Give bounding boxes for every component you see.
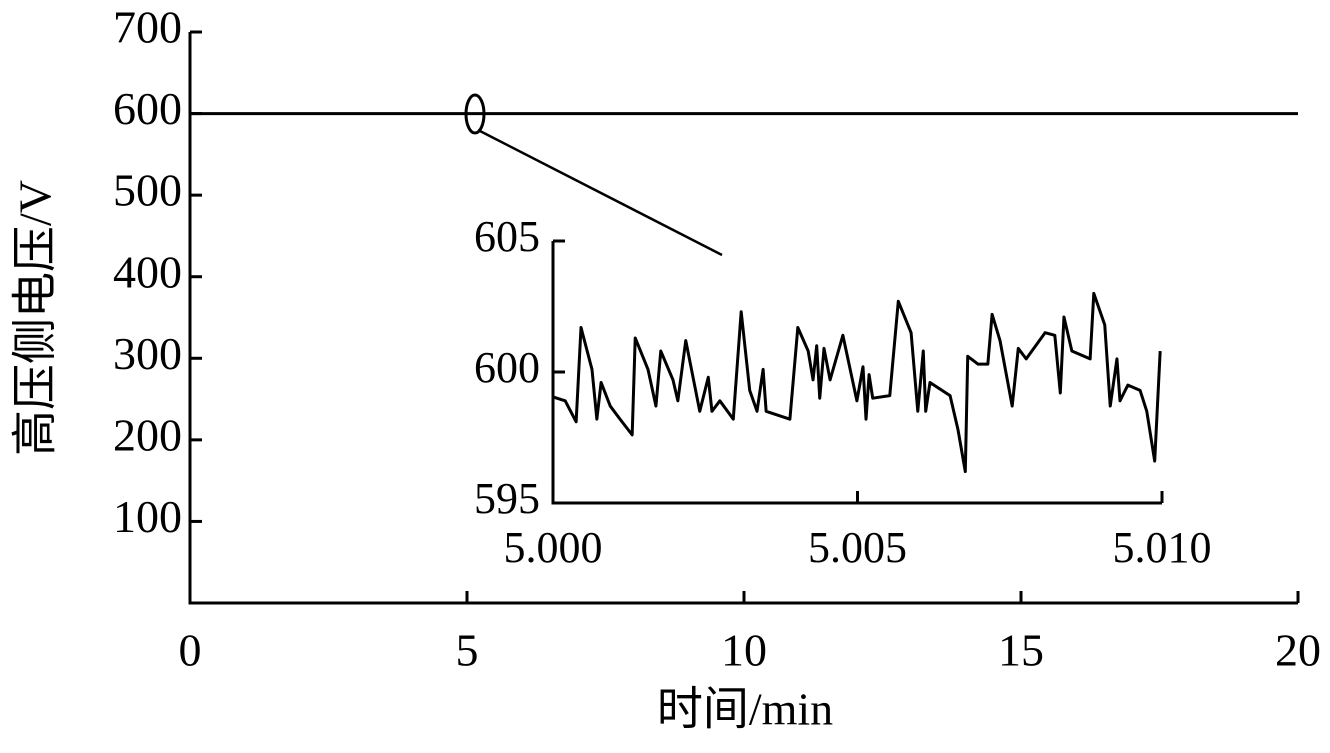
x-tick-label: 0 <box>179 625 202 676</box>
inset-y-tick-label: 595 <box>474 474 540 523</box>
inset-data-line <box>552 291 1162 474</box>
y-tick-label: 700 <box>113 2 182 53</box>
inset-x-tick-label: 5.000 <box>504 523 603 572</box>
x-tick-label: 15 <box>998 625 1044 676</box>
inset-x-tick-label: 5.005 <box>808 523 907 572</box>
y-tick-label: 400 <box>113 246 182 297</box>
inset-y-tick-label: 605 <box>474 212 540 261</box>
y-tick-label: 500 <box>113 165 182 216</box>
y-tick-label: 300 <box>113 328 182 379</box>
x-tick-label: 5 <box>456 625 479 676</box>
axes <box>188 32 1298 605</box>
inset-axes <box>551 241 1162 505</box>
y-axis-label: 高压侧电压/V <box>10 180 61 456</box>
inset-x-tick-label: 5.010 <box>1113 523 1212 572</box>
x-tick-label: 10 <box>721 625 767 676</box>
zoom-connector <box>477 128 723 257</box>
y-tick-label: 600 <box>113 83 182 134</box>
y-tick-label: 100 <box>113 491 182 542</box>
inset-y-tick-label: 600 <box>474 343 540 392</box>
x-axis-label: 时间/min <box>657 684 833 735</box>
y-tick-label: 200 <box>113 409 182 460</box>
x-tick-label: 20 <box>1275 625 1321 676</box>
